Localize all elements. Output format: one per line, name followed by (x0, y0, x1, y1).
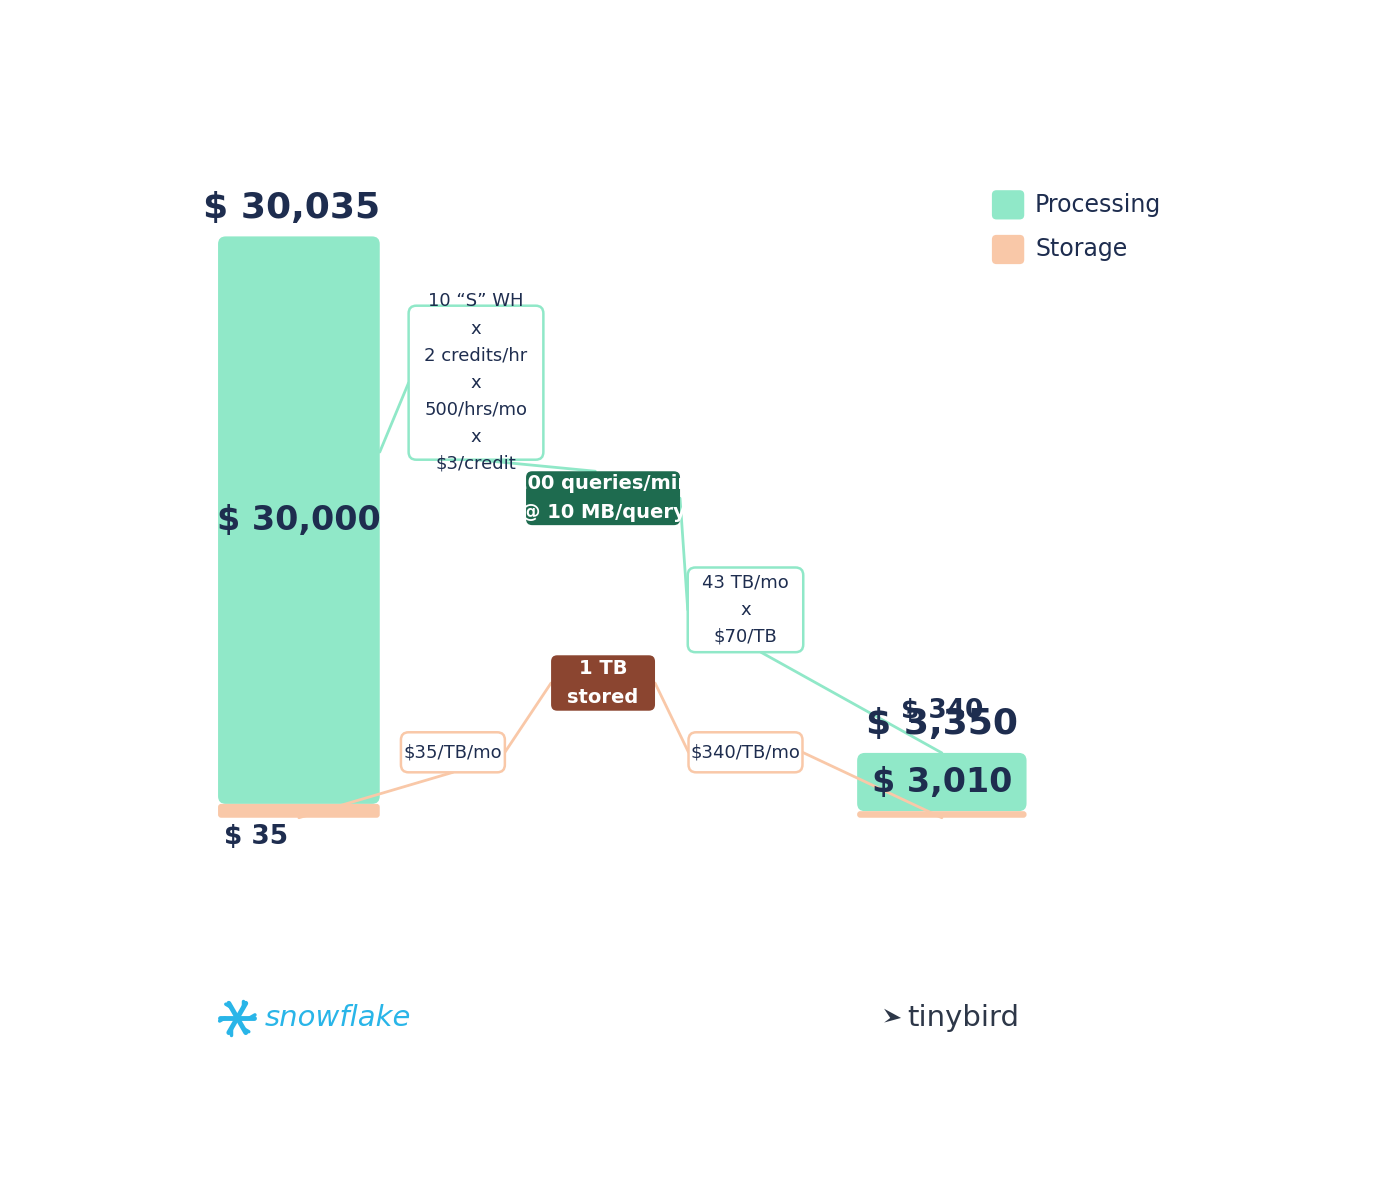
Text: 100 queries/min
@ 10 MB/query: 100 queries/min @ 10 MB/query (514, 474, 692, 522)
Text: $ 3,350: $ 3,350 (865, 707, 1018, 742)
Text: tinybird: tinybird (907, 1004, 1020, 1032)
FancyBboxPatch shape (526, 472, 681, 526)
FancyBboxPatch shape (551, 655, 655, 710)
FancyBboxPatch shape (218, 804, 380, 817)
FancyBboxPatch shape (992, 190, 1024, 220)
Text: Processing: Processing (1035, 193, 1162, 217)
FancyBboxPatch shape (992, 235, 1024, 264)
Text: snowflake: snowflake (265, 1004, 411, 1032)
FancyBboxPatch shape (857, 811, 1027, 817)
Text: $ 30,000: $ 30,000 (216, 504, 380, 536)
FancyBboxPatch shape (688, 568, 803, 653)
Polygon shape (885, 1009, 901, 1022)
Text: 43 TB/mo
x
$70/TB: 43 TB/mo x $70/TB (703, 574, 788, 646)
FancyBboxPatch shape (409, 306, 543, 460)
FancyBboxPatch shape (689, 732, 802, 773)
FancyBboxPatch shape (401, 732, 504, 773)
Text: $35/TB/mo: $35/TB/mo (404, 743, 502, 761)
Text: $340/TB/mo: $340/TB/mo (690, 743, 801, 761)
FancyBboxPatch shape (218, 236, 380, 804)
Text: $ 340: $ 340 (901, 697, 983, 724)
Text: $ 35: $ 35 (225, 824, 288, 850)
Text: $ 30,035: $ 30,035 (203, 191, 380, 224)
Text: 10 “S” WH
x
2 credits/hr
x
500/hrs/mo
x
$3/credit: 10 “S” WH x 2 credits/hr x 500/hrs/mo x … (424, 293, 528, 473)
FancyBboxPatch shape (857, 752, 1027, 811)
Text: 1 TB
stored: 1 TB stored (568, 659, 638, 707)
Text: Storage: Storage (1035, 238, 1127, 262)
Text: $ 3,010: $ 3,010 (872, 766, 1011, 798)
